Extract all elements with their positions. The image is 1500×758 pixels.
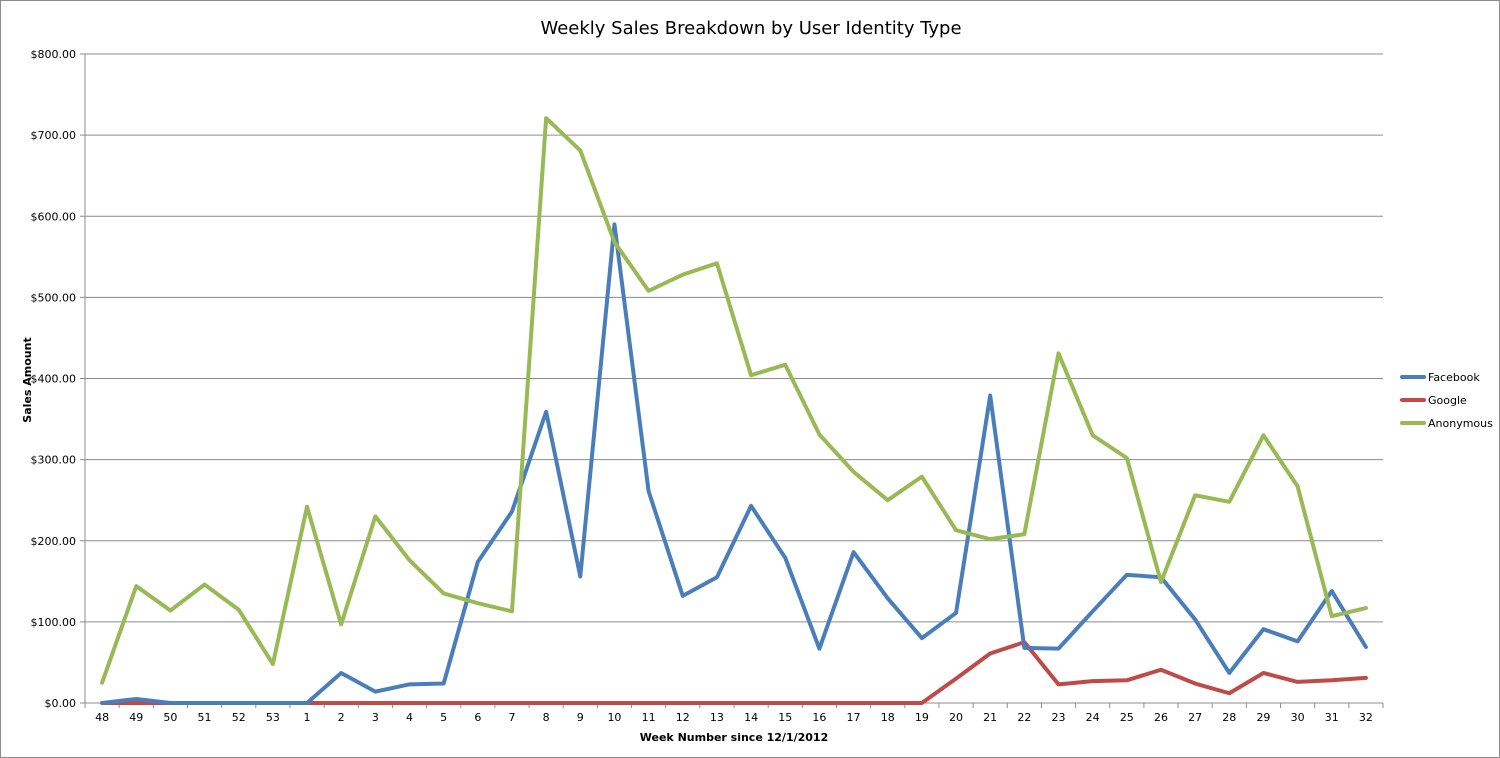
x-tick-label: 29	[1256, 711, 1270, 724]
y-axis-title: Sales Amount	[21, 337, 34, 422]
chart-title: Weekly Sales Breakdown by User Identity …	[540, 18, 961, 39]
x-tick-label: 26	[1154, 711, 1168, 724]
x-tick-label: 4	[406, 711, 413, 724]
x-tick-label: 3	[372, 711, 379, 724]
x-tick-label: 10	[607, 711, 621, 724]
y-tick-label: $800.00	[31, 48, 77, 61]
x-tick-label: 25	[1120, 711, 1134, 724]
x-tick-label: 1	[304, 711, 311, 724]
gridlines	[84, 53, 1383, 704]
y-tick-label: $0.00	[45, 697, 77, 710]
x-tick-label: 50	[163, 711, 177, 724]
series-line-facebook	[100, 222, 1368, 705]
x-tick-label: 22	[1017, 711, 1031, 724]
series-line-anonymous	[100, 116, 1368, 685]
y-tick-label: $500.00	[31, 291, 77, 304]
x-tick-label: 19	[915, 711, 929, 724]
x-axis-ticks: 48 49 50 51 52 53 1 2 3 4 5 6 7 8 9 10 11 12 13 14 15 16 17 18 1…	[84, 703, 1384, 724]
x-tick-label: 11	[642, 711, 656, 724]
x-tick-label: 8	[543, 711, 550, 724]
x-tick-label: 18	[881, 711, 895, 724]
legend-label-facebook: Facebook	[1428, 371, 1480, 384]
x-tick-label: 27	[1188, 711, 1202, 724]
x-tick-label: 53	[266, 711, 280, 724]
y-tick-label: $700.00	[31, 129, 77, 142]
x-tick-label: 14	[744, 711, 758, 724]
series-lines	[100, 116, 1368, 705]
x-tick-label: 15	[778, 711, 792, 724]
x-tick-label: 17	[847, 711, 861, 724]
x-tick-label: 13	[710, 711, 724, 724]
x-tick-label: 7	[508, 711, 515, 724]
x-tick-label: 9	[577, 711, 584, 724]
legend-label-anonymous: Anonymous	[1428, 417, 1493, 430]
legend-label-google: Google	[1428, 394, 1467, 407]
x-tick-label: 49	[129, 711, 143, 724]
x-tick-label: 32	[1359, 711, 1373, 724]
y-tick-label: $200.00	[31, 535, 77, 548]
x-tick-label: 51	[198, 711, 212, 724]
x-tick-label: 5	[440, 711, 447, 724]
x-tick-label: 6	[474, 711, 481, 724]
x-tick-label: 52	[232, 711, 246, 724]
y-tick-label: $400.00	[31, 373, 77, 386]
y-tick-label: $300.00	[31, 454, 77, 467]
x-tick-label: 23	[1052, 711, 1066, 724]
x-tick-label: 2	[338, 711, 345, 724]
x-axis-title: Week Number since 12/1/2012	[640, 731, 828, 744]
x-tick-label: 28	[1222, 711, 1236, 724]
y-axis-ticks: $0.00 $100.00 $200.00 $300.00 $400.00 $500.00…	[31, 48, 85, 710]
x-tick-label: 16	[812, 711, 826, 724]
x-tick-label: 21	[983, 711, 997, 724]
x-tick-label: 48	[95, 711, 109, 724]
x-tick-label: 20	[949, 711, 963, 724]
series-line-google	[100, 640, 1368, 705]
x-tick-label: 31	[1325, 711, 1339, 724]
x-tick-label: 12	[676, 711, 690, 724]
x-tick-label: 24	[1086, 711, 1100, 724]
y-tick-label: $600.00	[31, 210, 77, 223]
legend: Facebook Google Anonymous	[1400, 371, 1493, 430]
y-tick-label: $100.00	[31, 616, 77, 629]
x-tick-label: 30	[1291, 711, 1305, 724]
